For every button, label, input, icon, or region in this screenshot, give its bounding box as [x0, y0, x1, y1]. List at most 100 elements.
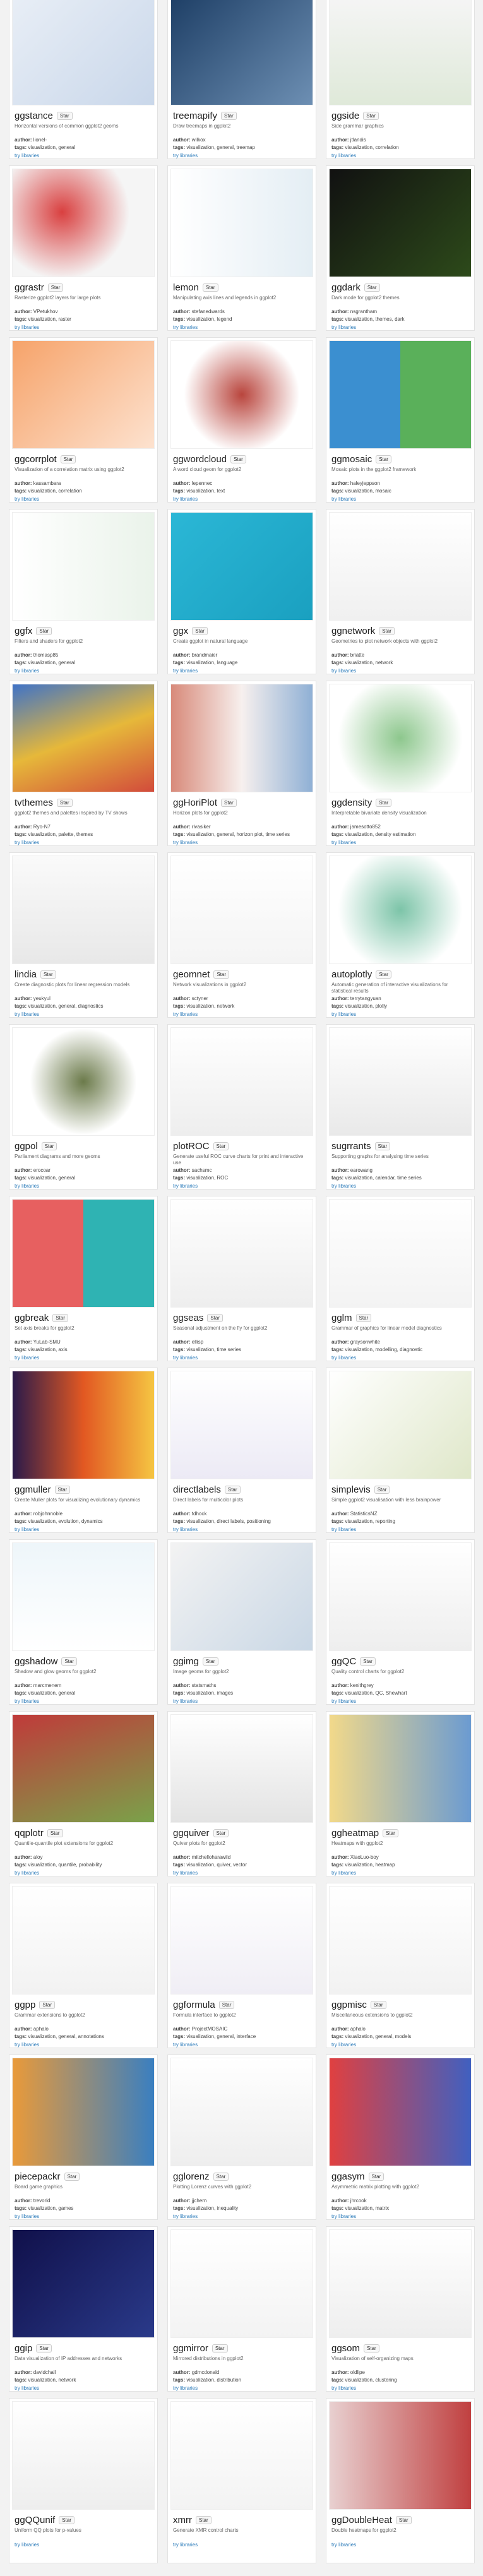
try-link[interactable]: try libraries [15, 2385, 40, 2391]
try-link[interactable]: try libraries [331, 668, 357, 674]
star-button[interactable]: Star [224, 1486, 241, 1494]
try-link[interactable]: try libraries [331, 1355, 357, 1361]
star-button[interactable]: Star [213, 1142, 229, 1150]
try-link[interactable]: try libraries [331, 1527, 357, 1532]
star-button[interactable]: Star [36, 2344, 52, 2352]
try-link[interactable]: try libraries [173, 840, 198, 845]
star-button[interactable]: Star [360, 1657, 376, 1666]
star-button[interactable]: Star [383, 1829, 398, 1837]
star-button[interactable]: Star [56, 799, 73, 807]
star-button[interactable]: Star [230, 455, 246, 463]
extension-name: ggQC [331, 1656, 357, 1667]
try-link[interactable]: try libraries [331, 325, 357, 330]
extension-name: ggheatmap [331, 1828, 379, 1839]
try-link[interactable]: try libraries [15, 1011, 40, 1017]
try-link[interactable]: try libraries [15, 840, 40, 845]
tags-label: tags: [331, 2034, 344, 2039]
star-button[interactable]: Star [52, 1314, 68, 1322]
tags-line: tags: visualization, games [9, 2204, 157, 2212]
try-link[interactable]: try libraries [331, 2042, 357, 2048]
star-button[interactable]: Star [218, 2001, 235, 2009]
try-link[interactable]: try libraries [331, 1011, 357, 1017]
star-button[interactable]: Star [41, 1142, 57, 1150]
star-button[interactable]: Star [212, 2344, 228, 2352]
star-button[interactable]: Star [61, 1657, 78, 1666]
star-button[interactable]: Star [376, 970, 391, 979]
author-line: author: trevorld [9, 2197, 157, 2204]
try-link[interactable]: try libraries [331, 2214, 357, 2219]
try-link[interactable]: try libraries [331, 2385, 357, 2391]
star-button[interactable]: Star [363, 112, 379, 120]
star-button[interactable]: Star [213, 1829, 229, 1837]
star-button[interactable]: Star [368, 2173, 385, 2181]
try-link[interactable]: try libraries [331, 1698, 357, 1704]
star-button[interactable]: Star [213, 970, 230, 979]
try-link[interactable]: try libraries [15, 668, 40, 674]
star-button[interactable]: Star [196, 2516, 212, 2524]
star-button[interactable]: Star [370, 2001, 386, 2009]
star-button[interactable]: Star [374, 1142, 391, 1150]
try-link[interactable]: try libraries [331, 1870, 357, 1876]
star-button[interactable]: Star [36, 627, 52, 635]
star-button[interactable]: Star [213, 2173, 229, 2181]
star-button[interactable]: Star [192, 627, 208, 635]
description: Geometries to plot network objects with … [331, 638, 438, 644]
try-link[interactable]: try libraries [173, 1011, 198, 1017]
star-button[interactable]: Star [221, 799, 237, 807]
author-line: author: yeukyul [9, 994, 157, 1002]
try-link[interactable]: try libraries [15, 1355, 40, 1361]
star-button[interactable]: Star [39, 2001, 56, 2009]
try-link[interactable]: try libraries [331, 1183, 357, 1189]
tags-label: tags: [15, 488, 27, 494]
tags: visualization, matrix [345, 2205, 390, 2211]
star-button[interactable]: Star [374, 1486, 390, 1494]
try-link[interactable]: try libraries [173, 668, 198, 674]
try-link[interactable]: try libraries [173, 1355, 198, 1361]
try-link[interactable]: try libraries [331, 153, 357, 158]
try-link[interactable]: try libraries [15, 2042, 40, 2048]
try-link[interactable]: try libraries [173, 2385, 198, 2391]
star-button[interactable]: Star [59, 2516, 75, 2524]
try-link[interactable]: try libraries [15, 1870, 40, 1876]
star-button[interactable]: Star [60, 455, 76, 463]
star-button[interactable]: Star [376, 799, 391, 807]
tags: visualization, general, annotations [28, 2034, 104, 2039]
try-link[interactable]: try libraries [15, 496, 40, 502]
try-link[interactable]: try libraries [331, 2542, 357, 2548]
try-link[interactable]: try libraries [173, 1698, 198, 1704]
star-button[interactable]: Star [355, 1314, 372, 1322]
star-button[interactable]: Star [40, 970, 56, 979]
try-link[interactable]: try libraries [173, 1870, 198, 1876]
try-link[interactable]: try libraries [173, 325, 198, 330]
try-link[interactable]: try libraries [15, 1183, 40, 1189]
star-button[interactable]: Star [379, 627, 395, 635]
star-button[interactable]: Star [364, 2344, 379, 2352]
star-button[interactable]: Star [47, 1829, 63, 1837]
try-link[interactable]: try libraries [331, 840, 357, 845]
try-link[interactable]: try libraries [173, 153, 198, 158]
try-link[interactable]: try libraries [15, 325, 40, 330]
star-button[interactable]: Star [54, 1486, 71, 1494]
star-button[interactable]: Star [376, 455, 391, 463]
star-button[interactable]: Star [395, 2516, 412, 2524]
try-link[interactable]: try libraries [173, 1527, 198, 1532]
star-button[interactable]: Star [364, 283, 380, 292]
try-link[interactable]: try libraries [15, 2542, 40, 2548]
try-link[interactable]: try libraries [15, 1527, 40, 1532]
try-link[interactable]: try libraries [15, 2214, 40, 2219]
try-link[interactable]: try libraries [173, 1183, 198, 1189]
try-link[interactable]: try libraries [173, 2542, 198, 2548]
star-button[interactable]: Star [56, 112, 73, 120]
try-link[interactable]: try libraries [173, 2214, 198, 2219]
try-link[interactable]: try libraries [15, 1698, 40, 1704]
try-link[interactable]: try libraries [15, 153, 40, 158]
try-link[interactable]: try libraries [173, 2042, 198, 2048]
star-button[interactable]: Star [64, 2173, 80, 2181]
star-button[interactable]: Star [202, 1657, 218, 1666]
try-link[interactable]: try libraries [173, 496, 198, 502]
star-button[interactable]: Star [221, 112, 237, 120]
star-button[interactable]: Star [202, 283, 218, 292]
try-link[interactable]: try libraries [331, 496, 357, 502]
star-button[interactable]: Star [47, 283, 64, 292]
star-button[interactable]: Star [207, 1314, 224, 1322]
